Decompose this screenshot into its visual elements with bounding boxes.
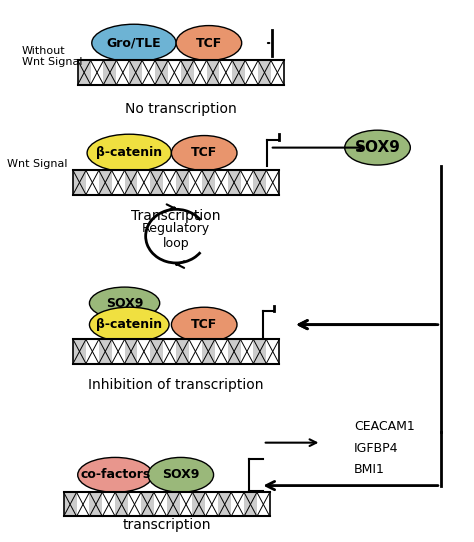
- Bar: [202, 170, 215, 195]
- Text: Transcription: Transcription: [131, 209, 221, 223]
- Text: SOX9: SOX9: [106, 296, 143, 309]
- Bar: [232, 61, 245, 85]
- Text: Regulatory
loop: Regulatory loop: [142, 222, 210, 250]
- Text: Wnt Signal: Wnt Signal: [8, 159, 68, 169]
- Bar: [228, 170, 240, 195]
- Ellipse shape: [176, 25, 242, 61]
- Text: BMI1: BMI1: [354, 463, 385, 476]
- Text: TCF: TCF: [196, 36, 222, 49]
- Bar: [112, 339, 125, 364]
- Bar: [78, 61, 91, 85]
- Ellipse shape: [345, 130, 410, 165]
- Bar: [231, 492, 244, 517]
- Text: co-factors: co-factors: [80, 468, 150, 481]
- Bar: [73, 170, 86, 195]
- Text: CEACAM1: CEACAM1: [354, 420, 415, 433]
- Ellipse shape: [87, 134, 172, 172]
- Bar: [163, 170, 176, 195]
- Bar: [194, 61, 207, 85]
- Bar: [219, 61, 232, 85]
- Bar: [78, 61, 284, 85]
- Text: SOX9: SOX9: [355, 140, 401, 155]
- Bar: [141, 492, 154, 517]
- Bar: [103, 61, 117, 85]
- Text: Without
Wnt Signal: Without Wnt Signal: [21, 46, 82, 67]
- Bar: [176, 170, 189, 195]
- Text: TCF: TCF: [191, 146, 218, 159]
- Bar: [163, 339, 176, 364]
- Ellipse shape: [148, 457, 214, 492]
- Ellipse shape: [172, 307, 237, 342]
- Bar: [129, 61, 142, 85]
- Bar: [117, 61, 129, 85]
- Bar: [228, 339, 240, 364]
- Bar: [112, 170, 125, 195]
- Bar: [167, 492, 180, 517]
- Bar: [77, 492, 90, 517]
- Bar: [215, 339, 228, 364]
- Bar: [245, 61, 258, 85]
- Bar: [176, 339, 189, 364]
- Bar: [73, 339, 86, 364]
- Bar: [189, 170, 202, 195]
- Bar: [254, 339, 266, 364]
- Bar: [128, 492, 141, 517]
- Bar: [266, 170, 279, 195]
- Bar: [244, 492, 257, 517]
- Text: Inhibition of transcription: Inhibition of transcription: [88, 378, 264, 392]
- Bar: [99, 339, 112, 364]
- Bar: [154, 492, 167, 517]
- Bar: [205, 492, 218, 517]
- Bar: [266, 339, 279, 364]
- Bar: [73, 339, 279, 364]
- Bar: [150, 170, 163, 195]
- Bar: [86, 170, 99, 195]
- Bar: [240, 339, 254, 364]
- Text: TCF: TCF: [191, 318, 218, 331]
- Ellipse shape: [172, 136, 237, 170]
- Bar: [192, 492, 205, 517]
- Bar: [218, 492, 231, 517]
- Bar: [125, 339, 137, 364]
- Bar: [180, 492, 192, 517]
- Bar: [271, 61, 284, 85]
- Text: β-catenin: β-catenin: [96, 146, 162, 159]
- Ellipse shape: [90, 287, 160, 319]
- Bar: [150, 339, 163, 364]
- Text: SOX9: SOX9: [162, 468, 200, 481]
- Ellipse shape: [78, 457, 153, 492]
- Text: Gro/TLE: Gro/TLE: [107, 36, 161, 49]
- Bar: [125, 170, 137, 195]
- Bar: [215, 170, 228, 195]
- Bar: [181, 61, 194, 85]
- Bar: [90, 492, 102, 517]
- Bar: [99, 170, 112, 195]
- Ellipse shape: [90, 307, 169, 342]
- Bar: [86, 339, 99, 364]
- Text: transcription: transcription: [122, 518, 211, 532]
- Bar: [73, 170, 279, 195]
- Bar: [155, 61, 168, 85]
- Text: IGFBP4: IGFBP4: [354, 442, 399, 455]
- Bar: [202, 339, 215, 364]
- Bar: [137, 339, 150, 364]
- Bar: [102, 492, 115, 517]
- Bar: [240, 170, 254, 195]
- Bar: [168, 61, 181, 85]
- Bar: [257, 492, 270, 517]
- Bar: [254, 170, 266, 195]
- Bar: [189, 339, 202, 364]
- Bar: [64, 492, 77, 517]
- Ellipse shape: [92, 24, 176, 62]
- Text: No transcription: No transcription: [125, 102, 237, 116]
- Bar: [115, 492, 128, 517]
- Bar: [91, 61, 103, 85]
- Text: β-catenin: β-catenin: [96, 318, 162, 331]
- Bar: [137, 170, 150, 195]
- Bar: [258, 61, 271, 85]
- Bar: [207, 61, 219, 85]
- Bar: [142, 61, 155, 85]
- Bar: [64, 492, 270, 517]
